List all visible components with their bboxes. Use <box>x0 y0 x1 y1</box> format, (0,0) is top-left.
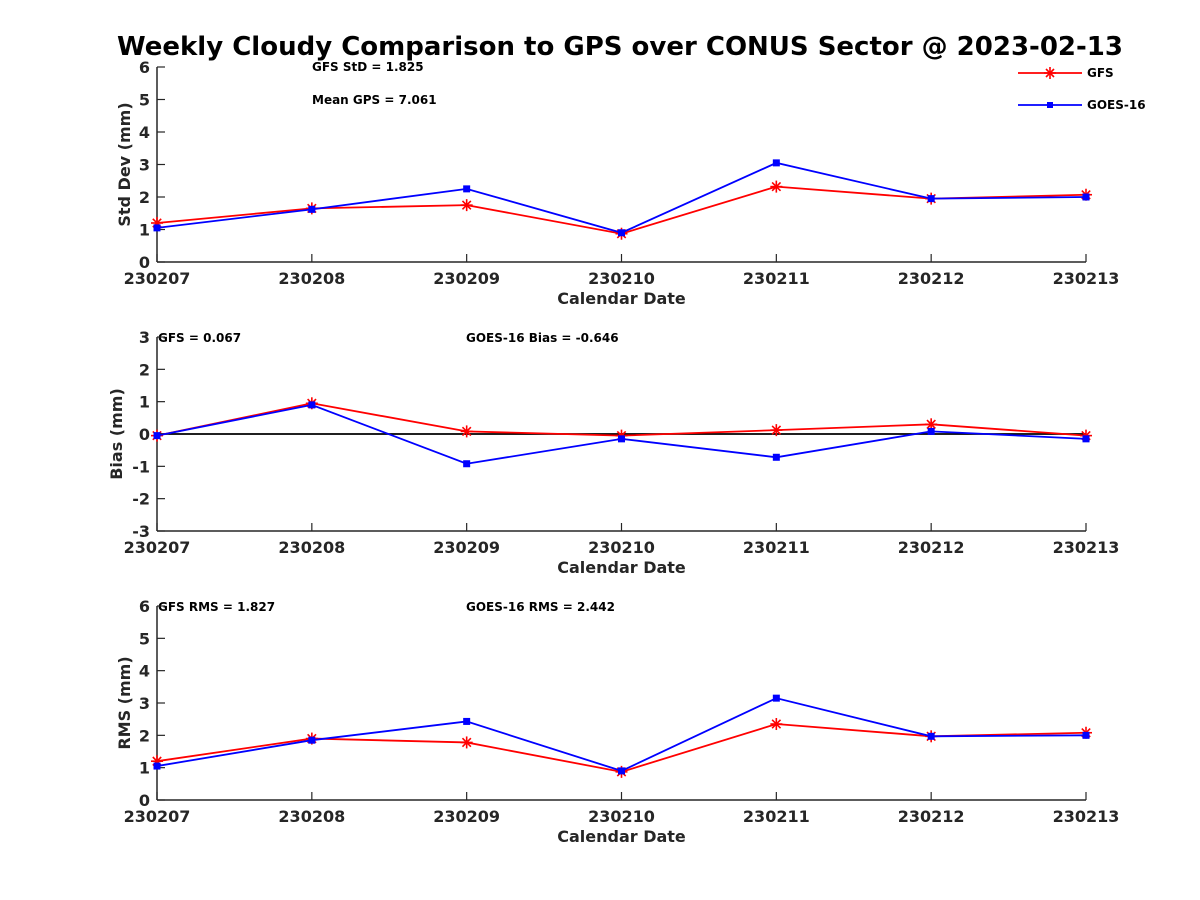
point-goes16 <box>463 185 471 193</box>
annotation-mean-gps: Mean GPS = 7.061 <box>312 93 437 107</box>
panel-rms: GFS RMS = 1.827 GOES-16 RMS = 2.442 <box>158 600 615 614</box>
x-tick-label: 230208 <box>278 807 345 826</box>
point-goes16 <box>1082 193 1090 201</box>
y-tick-label: 3 <box>139 694 150 713</box>
x-tick-label: 230210 <box>588 538 655 557</box>
legend: GFS GOES-16 <box>1018 66 1146 112</box>
y-tick-label: -1 <box>132 457 150 476</box>
x-axis-label: Calendar Date <box>557 558 686 577</box>
point-goes16 <box>618 435 625 443</box>
x-tick-label: 230212 <box>898 807 965 826</box>
x-tick-label: 230211 <box>743 538 810 557</box>
y-tick-label: 0 <box>139 253 150 272</box>
y-tick-label: 4 <box>139 662 150 681</box>
y-axis-label: Std Dev (mm) <box>115 102 134 226</box>
y-tick-label: 3 <box>139 156 150 175</box>
point-goes16 <box>927 427 935 435</box>
y-tick-label: 0 <box>139 791 150 810</box>
y-tick-label: -2 <box>132 490 150 509</box>
x-tick-label: 230209 <box>433 807 500 826</box>
legend-marker-goes16 <box>1047 102 1053 108</box>
plot-0: 0 1 2 3 4 5 6 230207 230208 230209 230210 230211 230… <box>115 58 1119 308</box>
panel-std-dev: GFS StD = 1.825 Mean GPS = 7.061 <box>312 60 437 107</box>
annotation-gfs-std: GFS StD = 1.825 <box>312 60 424 74</box>
x-tick-label: 230209 <box>433 269 500 288</box>
x-tick-label: 230211 <box>743 269 810 288</box>
x-tick-label: 230213 <box>1053 269 1120 288</box>
legend-label-gfs: GFS <box>1087 66 1114 80</box>
annotation-goes-rms: GOES-16 RMS = 2.442 <box>466 600 615 614</box>
x-tick-label: 230211 <box>743 807 810 826</box>
x-tick-label: 230210 <box>588 807 655 826</box>
point-goes16 <box>772 159 780 167</box>
point-gfs <box>770 180 783 193</box>
series-line-gfs <box>156 185 1087 235</box>
annotation-gfs-bias: GFS = 0.067 <box>158 331 241 345</box>
point-gfs <box>770 718 783 731</box>
x-axis-label: Calendar Date <box>557 827 686 846</box>
point-goes16 <box>308 205 316 213</box>
y-axis-label: Bias (mm) <box>107 388 126 480</box>
annotation-goes-bias: GOES-16 Bias = -0.646 <box>466 331 619 345</box>
x-tick-label: 230207 <box>124 807 191 826</box>
x-tick-label: 230207 <box>124 538 191 557</box>
point-gfs <box>460 736 473 749</box>
point-goes16 <box>618 229 625 237</box>
point-goes16 <box>153 762 161 770</box>
plot-1: -3 -2 -1 0 1 2 3 230207 230208 230209 230210 230211… <box>107 328 1119 577</box>
y-tick-label: 5 <box>139 91 150 110</box>
y-axis-label: RMS (mm) <box>115 656 134 749</box>
y-tick-label: 1 <box>139 759 150 778</box>
annotation-gfs-rms: GFS RMS = 1.827 <box>158 600 275 614</box>
legend-label-goes16: GOES-16 <box>1087 98 1146 112</box>
y-tick-label: 5 <box>139 629 150 648</box>
y-tick-label: 2 <box>139 188 150 207</box>
x-tick-label: 230208 <box>278 538 345 557</box>
y-tick-label: 4 <box>139 123 150 142</box>
y-tick-label: 6 <box>139 597 150 616</box>
panel-bias: GFS = 0.067 GOES-16 Bias = -0.646 <box>158 331 619 345</box>
point-goes16 <box>772 453 780 461</box>
y-tick-label: -3 <box>132 522 150 541</box>
x-tick-label: 230208 <box>278 269 345 288</box>
point-goes16 <box>772 694 780 702</box>
point-goes16 <box>618 767 625 775</box>
point-goes16 <box>927 195 935 203</box>
y-tick-label: 2 <box>139 726 150 745</box>
series-line-goes16 <box>156 697 1087 772</box>
x-tick-label: 230212 <box>898 538 965 557</box>
point-goes16 <box>153 224 161 232</box>
point-goes16 <box>463 460 471 468</box>
point-goes16 <box>927 732 935 740</box>
chart-title: Weekly Cloudy Comparison to GPS over CON… <box>117 32 1123 62</box>
y-tick-label: 1 <box>139 393 150 412</box>
x-axis-label: Calendar Date <box>557 289 686 308</box>
point-goes16 <box>463 717 471 725</box>
plot-2: 0 1 2 3 4 5 6 230207 230208 230209 230210 230211 230… <box>115 597 1119 846</box>
x-tick-label: 230207 <box>124 269 191 288</box>
legend-marker-gfs <box>1044 67 1056 79</box>
y-tick-label: 6 <box>139 58 150 77</box>
point-gfs <box>460 425 473 438</box>
x-tick-label: 230210 <box>588 269 655 288</box>
series-line-gfs <box>156 723 1087 773</box>
point-goes16 <box>153 432 161 440</box>
x-tick-label: 230213 <box>1053 538 1120 557</box>
point-goes16 <box>1082 435 1090 443</box>
point-goes16 <box>1082 731 1090 739</box>
series-line-goes16 <box>156 161 1087 234</box>
y-tick-label: 0 <box>139 425 150 444</box>
point-gfs <box>770 424 783 437</box>
y-tick-label: 2 <box>139 360 150 379</box>
point-goes16 <box>308 736 316 744</box>
x-tick-label: 230212 <box>898 269 965 288</box>
x-tick-label: 230213 <box>1053 807 1120 826</box>
x-tick-label: 230209 <box>433 538 500 557</box>
y-tick-label: 3 <box>139 328 150 347</box>
y-tick-label: 1 <box>139 221 150 240</box>
point-gfs <box>460 199 473 212</box>
point-goes16 <box>308 401 316 409</box>
